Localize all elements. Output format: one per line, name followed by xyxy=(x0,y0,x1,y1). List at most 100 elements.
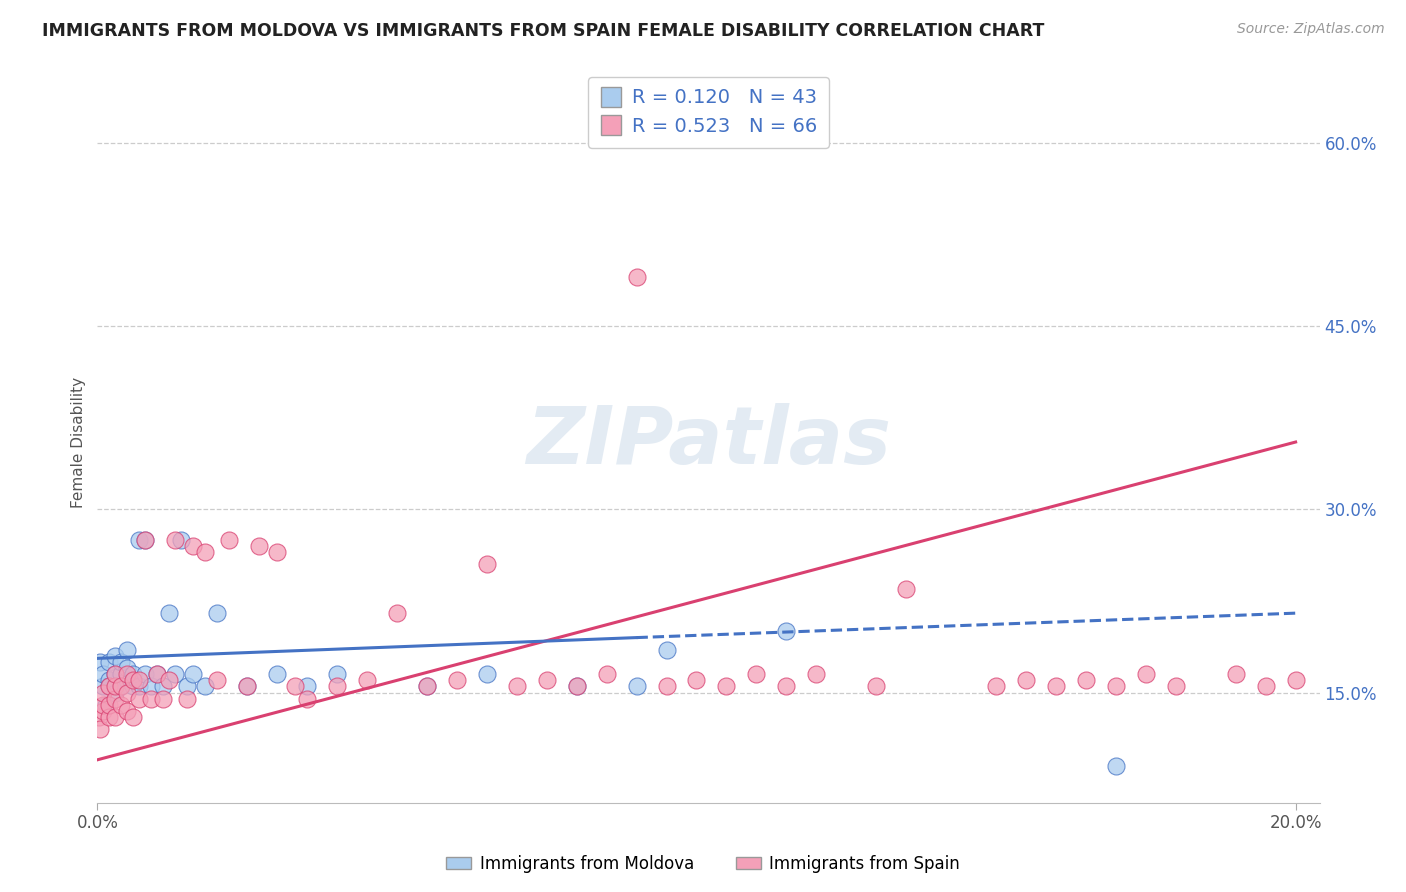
Point xyxy=(98,698,121,712)
Point xyxy=(1284,673,1306,688)
Point xyxy=(98,710,121,724)
Point xyxy=(128,533,150,547)
Point xyxy=(98,655,121,669)
Point xyxy=(110,655,132,669)
Point xyxy=(1164,680,1187,694)
Point xyxy=(1105,759,1128,773)
Point xyxy=(655,680,678,694)
Point xyxy=(104,667,127,681)
Point xyxy=(536,673,558,688)
Point xyxy=(205,606,228,620)
Point xyxy=(236,680,259,694)
Point xyxy=(266,545,288,559)
Point xyxy=(122,667,145,681)
Point xyxy=(295,680,318,694)
Point xyxy=(475,667,498,681)
Point xyxy=(93,667,115,681)
Y-axis label: Female Disability: Female Disability xyxy=(72,376,86,508)
Point xyxy=(1135,667,1157,681)
Point xyxy=(110,667,132,681)
Text: ZIPatlas: ZIPatlas xyxy=(526,403,891,481)
Legend: R = 0.120   N = 43, R = 0.523   N = 66: R = 0.120 N = 43, R = 0.523 N = 66 xyxy=(588,77,830,148)
Point xyxy=(134,667,156,681)
Point xyxy=(295,691,318,706)
Point xyxy=(134,533,156,547)
Point xyxy=(89,655,111,669)
Point xyxy=(98,673,121,688)
Point xyxy=(984,680,1007,694)
Point xyxy=(141,691,163,706)
Point xyxy=(1045,680,1067,694)
Point xyxy=(176,691,198,706)
Point xyxy=(117,685,139,699)
Point xyxy=(416,680,439,694)
Point xyxy=(1015,673,1038,688)
Point xyxy=(1225,667,1247,681)
Point xyxy=(565,680,588,694)
Point xyxy=(181,539,204,553)
Legend: Immigrants from Moldova, Immigrants from Spain: Immigrants from Moldova, Immigrants from… xyxy=(440,848,966,880)
Point xyxy=(152,691,174,706)
Point xyxy=(104,691,127,706)
Text: Source: ZipAtlas.com: Source: ZipAtlas.com xyxy=(1237,22,1385,37)
Point xyxy=(110,680,132,694)
Point xyxy=(104,648,127,663)
Point xyxy=(93,698,115,712)
Point xyxy=(170,533,193,547)
Point xyxy=(146,667,169,681)
Point xyxy=(152,680,174,694)
Point xyxy=(89,723,111,737)
Point xyxy=(194,545,217,559)
Point xyxy=(117,667,139,681)
Point xyxy=(266,667,288,681)
Point xyxy=(626,680,648,694)
Point xyxy=(716,680,738,694)
Point xyxy=(218,533,240,547)
Point xyxy=(134,533,156,547)
Point xyxy=(122,710,145,724)
Point xyxy=(117,661,139,675)
Point xyxy=(181,667,204,681)
Point xyxy=(104,710,127,724)
Point xyxy=(89,710,111,724)
Point xyxy=(326,680,349,694)
Point xyxy=(595,667,617,681)
Point xyxy=(93,685,115,699)
Point xyxy=(775,624,797,639)
Point xyxy=(655,642,678,657)
Point xyxy=(96,698,118,712)
Point xyxy=(506,680,529,694)
Point xyxy=(806,667,828,681)
Point xyxy=(775,680,797,694)
Point xyxy=(565,680,588,694)
Point xyxy=(98,680,121,694)
Point xyxy=(356,673,378,688)
Point xyxy=(110,698,132,712)
Point xyxy=(165,667,187,681)
Point xyxy=(475,558,498,572)
Point xyxy=(93,704,115,718)
Point xyxy=(117,704,139,718)
Point xyxy=(416,680,439,694)
Point xyxy=(141,680,163,694)
Point xyxy=(284,680,307,694)
Point xyxy=(1105,680,1128,694)
Point xyxy=(122,680,145,694)
Point xyxy=(446,673,468,688)
Point xyxy=(1074,673,1097,688)
Point xyxy=(104,685,127,699)
Point xyxy=(98,680,121,694)
Point xyxy=(1254,680,1277,694)
Point xyxy=(157,673,180,688)
Point xyxy=(128,673,150,688)
Point xyxy=(194,680,217,694)
Point xyxy=(896,582,918,596)
Point xyxy=(745,667,768,681)
Point xyxy=(146,667,169,681)
Point xyxy=(104,680,127,694)
Point xyxy=(128,680,150,694)
Point xyxy=(865,680,887,694)
Point xyxy=(117,642,139,657)
Point xyxy=(157,606,180,620)
Point xyxy=(205,673,228,688)
